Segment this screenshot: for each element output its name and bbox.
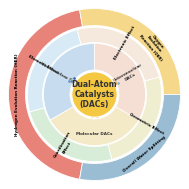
- Text: Coordination
Effect: Coordination Effect: [53, 131, 76, 161]
- Text: Dual-Atom
Catalysts
(DACs): Dual-Atom Catalysts (DACs): [72, 80, 117, 109]
- Text: Molecular DACs: Molecular DACs: [76, 132, 113, 136]
- Wedge shape: [80, 94, 180, 180]
- Text: Element Effect: Element Effect: [27, 54, 59, 75]
- Wedge shape: [27, 30, 81, 112]
- Text: Hydrogen Evolution Reaction (HER): Hydrogen Evolution Reaction (HER): [15, 53, 19, 136]
- Wedge shape: [94, 43, 146, 120]
- Wedge shape: [30, 108, 112, 162]
- Text: Heteronuclear
DACs: Heteronuclear DACs: [112, 63, 146, 87]
- Wedge shape: [108, 77, 162, 159]
- Wedge shape: [80, 9, 180, 124]
- Text: Homonuclear DACs: Homonuclear DACs: [40, 62, 80, 88]
- Wedge shape: [43, 43, 94, 120]
- Text: Electronic Effect: Electronic Effect: [113, 25, 136, 61]
- Text: Geometric Effect: Geometric Effect: [128, 113, 164, 136]
- Text: Overall Water Splitting: Overall Water Splitting: [122, 135, 166, 173]
- Wedge shape: [77, 27, 159, 81]
- Text: Oxygen
Evolution
Reaction (OER): Oxygen Evolution Reaction (OER): [138, 28, 170, 62]
- Wedge shape: [9, 10, 83, 179]
- Circle shape: [72, 72, 117, 117]
- Wedge shape: [50, 107, 139, 146]
